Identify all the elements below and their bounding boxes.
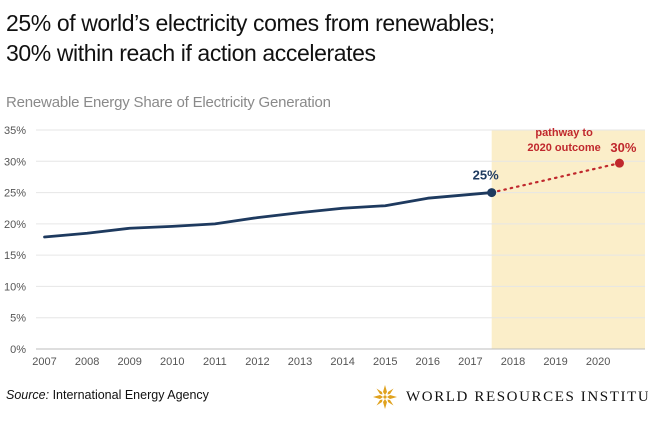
- line-chart: 0%5%10%15%20%25%30%35% 2007 2008 2009 2010 2…: [4, 125, 645, 368]
- wri-logo: WORLD RESOURCES INSTITUTE: [372, 383, 648, 411]
- series-group: [43, 158, 624, 239]
- x-tick-label: 2008: [75, 356, 99, 368]
- x-tick-label: 2015: [373, 356, 397, 368]
- y-tick-label: 15%: [4, 250, 26, 262]
- y-tick-label: 30%: [4, 156, 26, 168]
- y-axis-ticks: 0% 5% 10% 15% 20% 25% 30% 35%: [4, 125, 26, 356]
- x-tick-label: 2007: [32, 356, 56, 368]
- projection-series-line: [490, 162, 621, 194]
- y-tick-label: 0%: [10, 344, 26, 356]
- x-tick-label: 2017: [458, 356, 482, 368]
- annotation-pathway-label: 2020 outcome: [527, 142, 600, 154]
- y-tick-label: 5%: [10, 313, 26, 325]
- x-tick-label: 2019: [543, 356, 567, 368]
- historical-series-line: [43, 191, 494, 239]
- x-tick-label: 2012: [245, 356, 269, 368]
- y-tick-label: 25%: [4, 188, 26, 200]
- source-note: Source: International Energy Agency: [6, 388, 209, 402]
- x-tick-label: 2013: [288, 356, 312, 368]
- annotations: 25% 30% pathway to 2020 outcome: [473, 127, 637, 183]
- x-tick-label: 2020: [586, 356, 610, 368]
- headline-line-1: 25% of world’s electricity comes from re…: [6, 10, 495, 36]
- annotation-target-value: 30%: [610, 140, 636, 155]
- wri-star-icon: [373, 385, 397, 409]
- x-tick-label: 2011: [203, 356, 227, 368]
- source-label: Source:: [6, 388, 50, 402]
- gridlines: [36, 129, 645, 319]
- y-tick-label: 20%: [4, 219, 26, 231]
- wri-logo-text: WORLD RESOURCES INSTITUTE: [406, 388, 648, 405]
- x-tick-label: 2009: [117, 356, 141, 368]
- source-text: International Energy Agency: [49, 388, 209, 402]
- annotation-current-value: 25%: [473, 168, 499, 183]
- x-tick-label: 2014: [330, 356, 354, 368]
- chart-title: Renewable Energy Share of Electricity Ge…: [6, 94, 331, 111]
- chart-headline: 25% of world’s electricity comes from re…: [6, 8, 642, 68]
- x-tick-label: 2010: [160, 356, 184, 368]
- y-tick-label: 35%: [4, 125, 26, 137]
- annotation-pathway-label: pathway to: [535, 127, 593, 139]
- target-point-marker: [614, 158, 624, 168]
- x-tick-label: 2016: [416, 356, 440, 368]
- current-point-marker: [487, 188, 497, 198]
- x-tick-label: 2018: [501, 356, 525, 368]
- x-axis-ticks: 2007 2008 2009 2010 2011 2012 2013 2014 2015 2016…: [32, 356, 610, 368]
- y-tick-label: 10%: [4, 281, 26, 293]
- headline-line-2: 30% within reach if action accelerates: [6, 40, 376, 66]
